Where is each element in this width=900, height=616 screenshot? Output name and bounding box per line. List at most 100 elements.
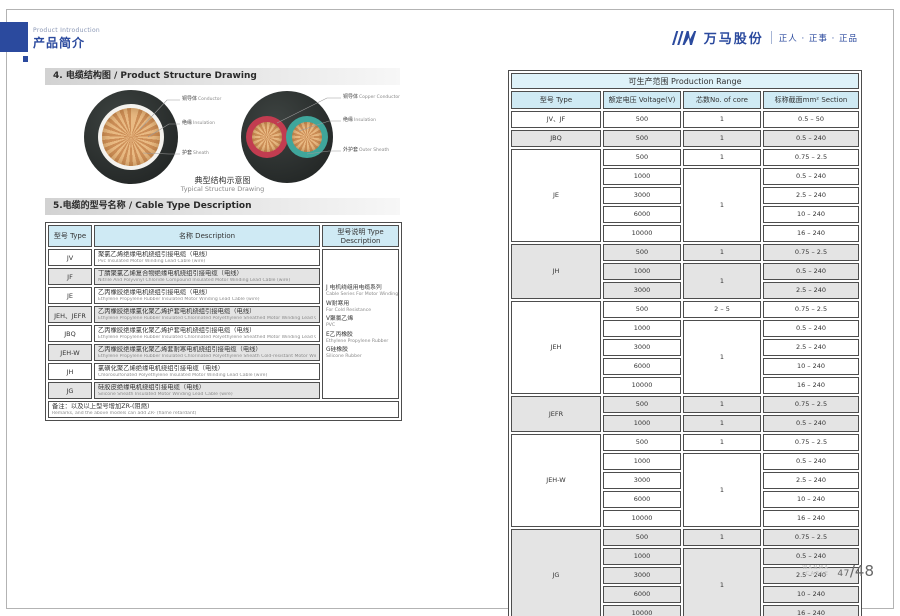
cable-name-zh: 氯磺化聚乙烯绝缘电机绕组引接电缆（电线） — [98, 365, 224, 372]
legend-entry-en: For Cold Resistance — [326, 307, 372, 313]
name-col-header: 名称 Description — [94, 225, 320, 247]
label-copper-conductor-zh: 铜导体 — [343, 94, 359, 100]
label-copper-conductor: 铜导体Copper Conductor — [343, 94, 400, 101]
remark-row: 备注：以及以上型号增加ZR-(阻燃) Remarks, and the above… — [48, 401, 399, 418]
core-count-cell: 1 — [683, 529, 761, 546]
production-row: 1000 1 0.5 – 240 — [511, 453, 860, 527]
legend-entry-en: Cable Series For Motor Winding — [326, 292, 399, 298]
production-range-table: 可生产范围 Production Range 型号 Type 额定电压 Volt… — [508, 70, 863, 616]
core-count-cell: 1 — [683, 111, 761, 128]
brand-slogan: 正人 · 正事 · 正品 — [778, 33, 858, 44]
production-row: 6000 10 – 240 — [511, 358, 860, 375]
legend-entry-en: PVC — [326, 323, 336, 329]
section-range-cell: 16 – 240 — [763, 225, 860, 242]
label-copper-conductor-en: Copper Conductor — [359, 95, 400, 100]
label-core-insulation-zh: 绝缘 — [343, 117, 354, 123]
type-table-header-row: 型号 Type 名称 Description 型号说明 Type Descrip… — [48, 225, 399, 247]
legend-entry-zh: W耐寒用 — [326, 300, 350, 307]
type-table-row: JV 聚氯乙烯绝缘电机绕组引接电缆（电线） Pvc Insulated Motor … — [48, 249, 399, 399]
voltage-cell: 3000 — [603, 339, 681, 356]
production-row: 3000 2.5 – 240 — [511, 282, 860, 299]
label-outer-sheath: 外护套Outer Sheath — [343, 147, 389, 154]
legend-entry-en: Ethylene Propylene Rubber — [326, 338, 389, 344]
prod-type-header: 型号 Type — [511, 91, 601, 109]
prod-type-cell: JEH — [511, 301, 601, 394]
prod-table-header-row: 型号 Type 额定电压 Voltage(V) 芯数No. of core 标称… — [511, 91, 860, 109]
cable-name-en: Ethylene Propylene Rubber Insulated Moto… — [98, 296, 260, 302]
prod-voltage-header: 额定电压 Voltage(V) — [603, 91, 681, 109]
production-row: JEFR 500 1 0.75 – 2.5 — [511, 396, 860, 432]
label-core-insulation-en: Insulation — [354, 118, 377, 123]
label-insulation-en: Insulation — [193, 121, 216, 126]
voltage-cell: 500 — [603, 396, 681, 413]
label-sheath: 护套Sheath — [182, 150, 209, 157]
drawing-caption-en: Typical Structure Drawing — [180, 185, 265, 193]
prod-type-cell: JEFR — [511, 396, 601, 432]
cable-name-cell: 乙丙橡胶绝缘氯化聚乙烯套耐寒电机绕组引接电缆（电线） Ethylene Propy… — [94, 344, 320, 361]
remark-zh: 备注：以及以上型号增加ZR-(阻燃) — [52, 403, 150, 410]
voltage-cell: 6000 — [603, 358, 681, 375]
type-table-row: JEH、JEFR 乙丙橡胶绝缘氯化聚乙烯护套电机绕组引接电缆（电线） Ethylen… — [48, 306, 399, 323]
production-row: 1000 1 0.5 – 240 — [511, 320, 860, 394]
label-conductor: 铜导体Conductor — [182, 96, 221, 103]
cable-name-en: Ethylene Propylene Rubber Insulated Chlo… — [98, 334, 316, 340]
prod-type-cell: JV、JF — [511, 111, 601, 128]
production-row: 1000 1 0.5 – 240 — [511, 415, 860, 432]
type-code-cell: JG — [48, 382, 92, 399]
core-count-cell: 1 — [683, 263, 761, 299]
voltage-cell: 3000 — [603, 567, 681, 584]
voltage-cell: 6000 — [603, 206, 681, 223]
prod-type-cell: JG — [511, 529, 601, 616]
cable-name-cell: 乙丙橡胶绝缘氯化聚乙烯护套电机绕组引接电缆（电线） Ethylene Propyl… — [94, 306, 320, 323]
production-row: 1000 1 0.5 – 240 — [511, 548, 860, 616]
production-row: 3000 2.5 – 240 — [511, 187, 860, 204]
teal-core-insulation — [286, 116, 328, 158]
section-title-type-description: 5.电缆的型号名称 / Cable Type Description — [45, 198, 400, 215]
label-sheath-zh: 护套 — [182, 150, 193, 156]
production-row: 3000 2.5 – 240 — [511, 472, 860, 489]
core-count-cell: 1 — [683, 548, 761, 616]
voltage-cell: 10000 — [603, 605, 681, 616]
legend-entry-en: Silicone Rubber — [326, 354, 362, 360]
leader-lines — [139, 97, 341, 155]
section-range-cell: 16 – 240 — [763, 605, 860, 616]
core-count-cell: 1 — [683, 149, 761, 166]
section-range-cell: 2.5 – 240 — [763, 567, 860, 584]
cable-type-table: 型号 Type 名称 Description 型号说明 Type Descrip… — [45, 222, 402, 421]
page-number-total: /48 — [849, 562, 874, 580]
desc-col-header: 型号说明 Type Description — [322, 225, 399, 247]
drawing-caption: 典型结构示意图 Typical Structure Drawing — [45, 176, 400, 193]
voltage-cell: 1000 — [603, 548, 681, 565]
voltage-cell: 6000 — [603, 586, 681, 603]
label-outer-sheath-zh: 外护套 — [343, 147, 359, 153]
page-number: 47 /48 — [837, 562, 874, 580]
cable-name-en: Ethylene Propylene Rubber Insulated Chlo… — [98, 353, 316, 359]
label-core-insulation: 绝缘Insulation — [343, 117, 376, 124]
prod-type-cell: JEH-W — [511, 434, 601, 527]
cable-name-en: Chlorosulfonated Polyethylene Insulated … — [98, 372, 268, 378]
page-number-current: 47 — [837, 569, 850, 579]
cable-name-cell: 氯磺化聚乙烯绝缘电机绕组引接电缆（电线） Chlorosulfonated Pol… — [94, 363, 320, 380]
voltage-cell: 500 — [603, 434, 681, 451]
production-row: JEH 500 2 – 5 0.75 – 2.5 — [511, 301, 860, 394]
section-range-cell: 16 – 240 — [763, 377, 860, 394]
production-row: 1000 1 0.5 – 240 — [511, 263, 860, 299]
voltage-cell: 500 — [603, 149, 681, 166]
section-range-cell: 0.5 – 240 — [763, 320, 860, 337]
cable-name-zh: 乙丙橡胶绝缘电机绕组引接电缆（电线） — [98, 289, 212, 296]
cable-name-zh: 硅胶皮绝缘电机绕组引接电缆（电线） — [98, 384, 206, 391]
brand-divider — [770, 31, 772, 44]
type-description-cell: J 电机绕组用电缆系列 Cable Series For Motor Windin… — [322, 249, 399, 399]
cable-name-zh: 乙丙橡胶绝缘氯化聚乙烯护套电机绕组引接电缆（电线） — [98, 308, 256, 315]
cable-name-en: Ethylene Propylene Rubber Insulated Chlo… — [98, 315, 316, 321]
section-range-cell: 0.5 – 240 — [763, 263, 860, 280]
type-code-cell: JH — [48, 363, 92, 380]
prod-type-cell: JH — [511, 244, 601, 299]
cable-name-en: Silicone Sheath Insulated Motor Winding … — [98, 391, 233, 397]
section-range-cell: 0.5 – 50 — [763, 111, 860, 128]
type-code-cell: JV — [48, 249, 92, 266]
label-sheath-en: Sheath — [193, 151, 209, 156]
section-range-cell: 0.5 – 240 — [763, 453, 860, 470]
voltage-cell: 3000 — [603, 472, 681, 489]
section-range-cell: 0.75 – 2.5 — [763, 396, 860, 413]
